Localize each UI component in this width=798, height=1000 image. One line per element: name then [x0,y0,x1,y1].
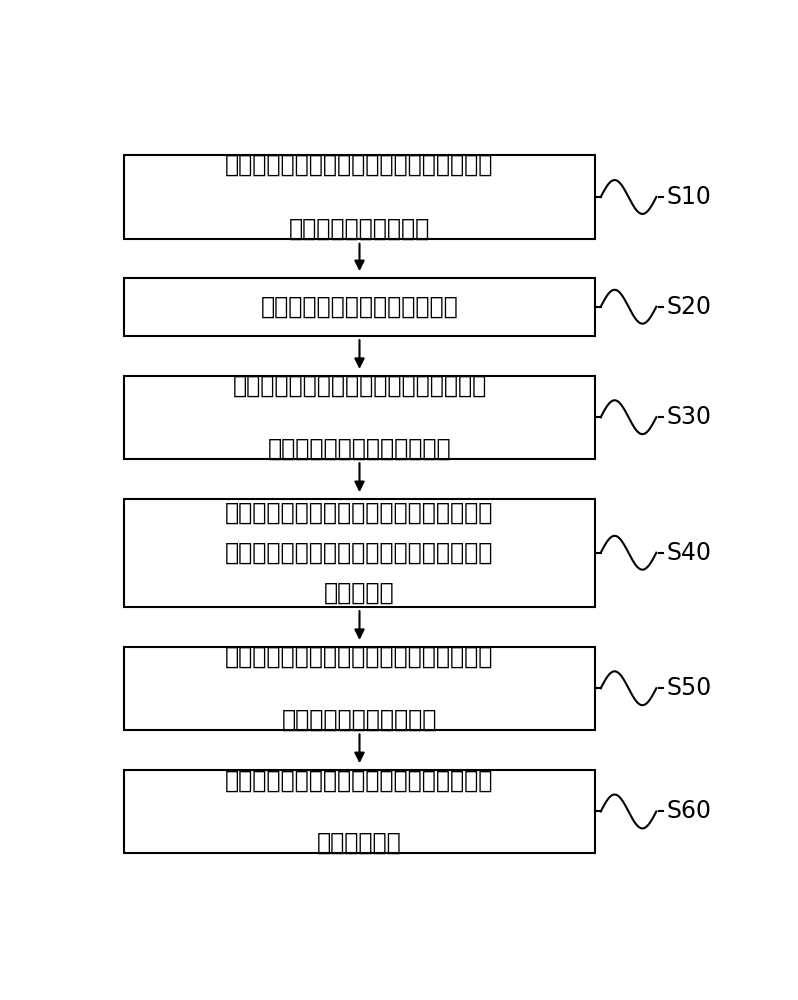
Text: 对所述感兴趣区域做两种处理，分别得到: 对所述感兴趣区域做两种处理，分别得到 [232,374,487,398]
FancyBboxPatch shape [124,647,595,730]
FancyBboxPatch shape [124,499,595,607]
Text: 对应的形态特征向量进行特征融合，得到融: 对应的形态特征向量进行特征融合，得到融 [225,541,494,565]
FancyBboxPatch shape [124,376,595,459]
Text: S10: S10 [667,185,712,209]
FancyBboxPatch shape [124,770,595,853]
Text: 对带有分类标签的原始肿瘾超声图像进行预: 对带有分类标签的原始肿瘾超声图像进行预 [225,153,494,177]
Text: 得到分类结果: 得到分类结果 [317,831,402,855]
Text: 将纹理特征向量进行降维处理，然后分别和: 将纹理特征向量进行降维处理，然后分别和 [225,500,494,524]
Text: 将待分类肿瘾超声图像输入肿瘾分类模型，: 将待分类肿瘾超声图像输入肿瘾分类模型， [225,768,494,792]
Text: 利用分类器对一定数量的融合向量数据进行: 利用分类器对一定数量的融合向量数据进行 [225,645,494,669]
Text: 合向量数据: 合向量数据 [324,581,395,605]
Text: S40: S40 [667,541,712,565]
FancyBboxPatch shape [124,278,595,336]
Text: 获取预处理图像中的感兴趣区域: 获取预处理图像中的感兴趣区域 [261,295,458,319]
Text: 学习，得到肿瘾分类模型: 学习，得到肿瘾分类模型 [282,707,437,731]
Text: 纹理特征向量和形态特征向量: 纹理特征向量和形态特征向量 [267,436,452,460]
Text: 处理，得到预处理图像: 处理，得到预处理图像 [289,217,430,241]
Text: S30: S30 [667,405,712,429]
Text: S20: S20 [667,295,712,319]
Text: S60: S60 [667,799,712,823]
FancyBboxPatch shape [124,155,595,239]
Text: S50: S50 [667,676,712,700]
